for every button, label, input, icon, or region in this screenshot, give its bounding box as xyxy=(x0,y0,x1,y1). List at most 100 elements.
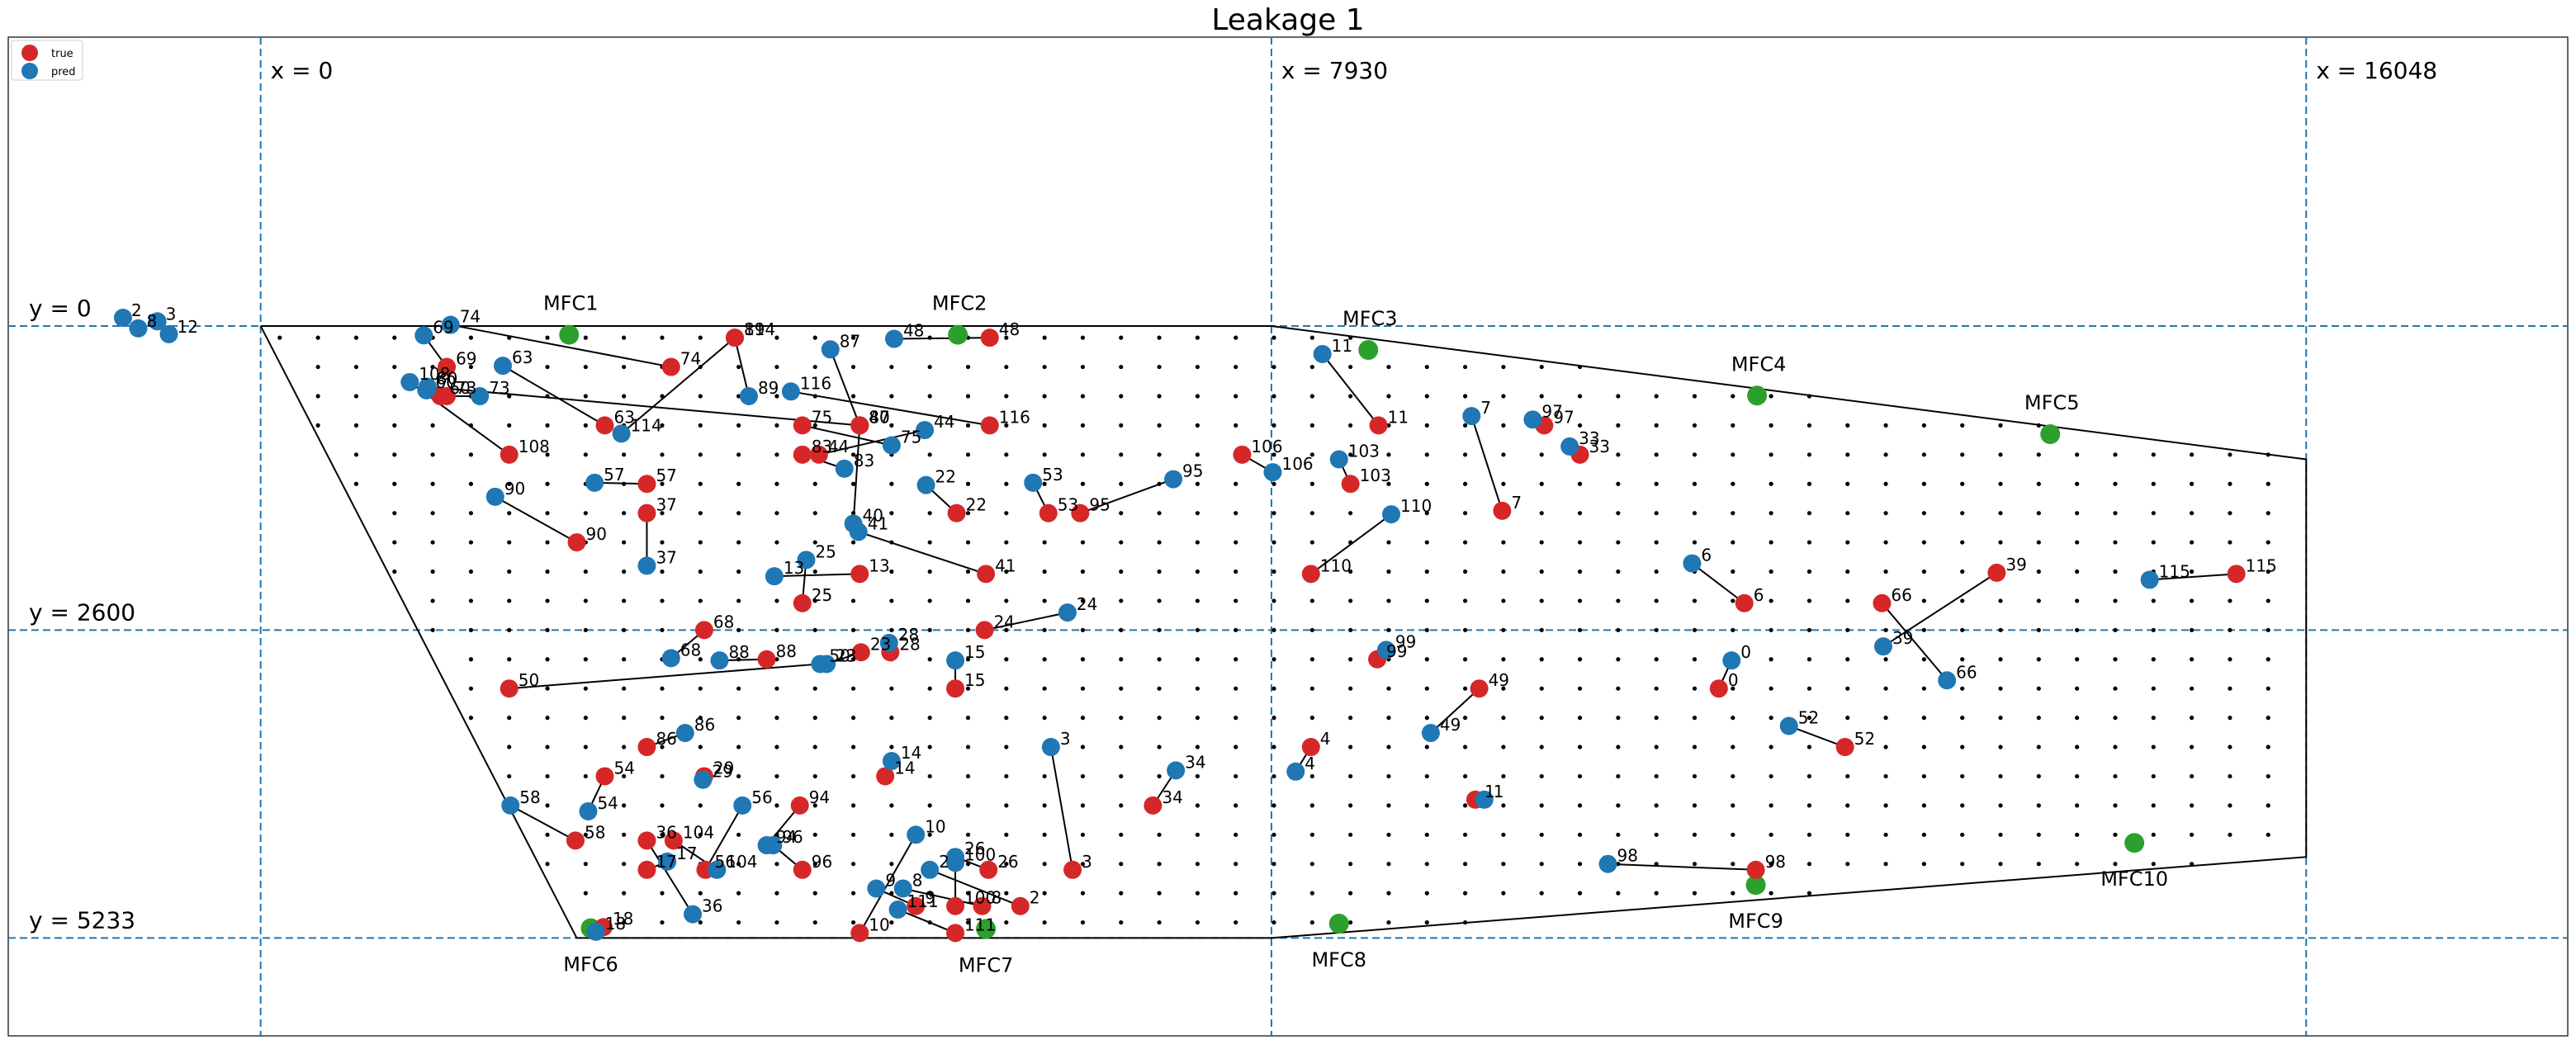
sensor-grid-dot xyxy=(2036,569,2041,574)
sensor-grid-dot xyxy=(1271,481,1276,486)
sensor-grid-dot xyxy=(660,452,665,457)
true-leak-id-label: 88 xyxy=(776,641,797,661)
pred-leak-id-label: 2 xyxy=(939,852,949,872)
sensor-grid-dot xyxy=(1309,803,1314,808)
pred-leak-id-label: 56 xyxy=(751,787,772,807)
sensor-grid-dot xyxy=(1386,862,1391,867)
sensor-grid-dot xyxy=(1119,657,1124,662)
pair-link-line xyxy=(818,429,926,456)
pair-link-line xyxy=(1788,725,1846,748)
sensor-grid-dot xyxy=(1807,745,1812,749)
sensor-grid-dot xyxy=(2075,481,2080,486)
pred-leak-marker xyxy=(2140,570,2159,589)
pred-leak-id-label: 2 xyxy=(131,300,142,320)
sensor-grid-dot xyxy=(1042,862,1047,867)
sensor-grid-dot xyxy=(1004,716,1009,721)
sensor-grid-dot xyxy=(1080,569,1086,574)
sensor-grid-dot xyxy=(1539,686,1544,691)
legend-pred-label: pred xyxy=(51,66,76,78)
sensor-grid-dot xyxy=(2036,452,2041,457)
pred-leak-id-label: 39 xyxy=(1892,628,1913,648)
sensor-grid-dot xyxy=(698,745,703,749)
sensor-grid-dot xyxy=(1731,773,1735,779)
sensor-grid-dot xyxy=(1807,891,1812,896)
sensor-grid-dot xyxy=(1654,803,1659,808)
sensor-grid-dot xyxy=(1271,745,1276,749)
sensor-grid-dot xyxy=(1080,803,1086,808)
sensor-grid-dot xyxy=(2228,540,2233,545)
true-leak-id-label: 40 xyxy=(869,407,889,427)
sensor-grid-dot xyxy=(1883,657,1888,662)
sensor-grid-dot xyxy=(1119,803,1124,808)
sensor-grid-dot xyxy=(1195,773,1200,779)
sensor-grid-dot xyxy=(1577,540,1583,545)
sensor-grid-dot xyxy=(1042,716,1047,721)
sensor-grid-dot xyxy=(507,481,512,486)
sensor-grid-dot xyxy=(736,919,741,925)
true-leak-id-label: 50 xyxy=(519,670,539,690)
sensor-grid-dot xyxy=(1348,803,1353,808)
true-leak-id-label: 94 xyxy=(809,787,830,807)
sensor-grid-dot xyxy=(1462,511,1468,516)
sensor-grid-dot xyxy=(1654,891,1659,896)
sensor-grid-dot xyxy=(1348,423,1353,428)
sensor-grid-dot xyxy=(1042,919,1047,925)
sensor-grid-dot xyxy=(1577,773,1583,779)
sensor-grid-dot xyxy=(1731,803,1735,808)
sensor-grid-dot xyxy=(1309,657,1314,662)
sensor-grid-dot xyxy=(2189,803,2195,808)
pred-leak-marker xyxy=(739,386,758,405)
pred-leak-marker xyxy=(1286,762,1305,781)
pred-leak-id-label: 94 xyxy=(776,827,797,847)
sensor-grid-dot xyxy=(774,540,779,545)
pred-leak-marker xyxy=(1475,790,1494,809)
true-leak-id-label: 33 xyxy=(1589,437,1610,456)
sensor-grid-dot xyxy=(1577,481,1583,486)
sensor-grid-dot xyxy=(736,569,741,574)
sensor-grid-dot xyxy=(1960,773,1965,779)
sensor-grid-dot xyxy=(1692,627,1698,632)
sensor-grid-dot xyxy=(1769,891,1773,896)
sensor-grid-dot xyxy=(2228,716,2233,721)
sensor-grid-dot xyxy=(1309,627,1314,632)
sensor-grid-dot xyxy=(1080,481,1086,486)
sensor-grid-dot xyxy=(1845,657,1850,662)
sensor-grid-dot xyxy=(1462,862,1468,867)
sensor-grid-dot xyxy=(1119,569,1124,574)
sensor-grid-dot xyxy=(1845,511,1850,516)
sensor-grid-dot xyxy=(1654,773,1659,779)
pred-leak-marker xyxy=(849,522,868,541)
sensor-grid-dot xyxy=(1654,394,1659,399)
sensor-grid-dot xyxy=(1539,569,1544,574)
sensor-grid-dot xyxy=(1654,657,1659,662)
mfc-label: MFC10 xyxy=(2100,867,2168,891)
sensor-grid-dot xyxy=(1883,481,1888,486)
sensor-grid-dot xyxy=(2266,803,2271,808)
sensor-grid-dot xyxy=(507,627,512,632)
sensor-grid-dot xyxy=(1462,540,1468,545)
sensor-grid-dot xyxy=(1424,481,1429,486)
mfc-marker xyxy=(2040,424,2061,445)
sensor-grid-dot xyxy=(1807,569,1812,574)
sensor-grid-dot xyxy=(774,745,779,749)
sensor-grid-dot xyxy=(1883,803,1888,808)
true-leak-marker xyxy=(661,357,680,376)
pred-leak-marker xyxy=(1263,463,1282,482)
sensor-grid-dot xyxy=(2113,511,2118,516)
sensor-grid-dot xyxy=(1004,803,1009,808)
sensor-grid-dot xyxy=(1157,862,1162,867)
sensor-grid-dot xyxy=(1042,803,1047,808)
pred-leak-id-label: 115 xyxy=(2159,561,2190,581)
sensor-grid-dot xyxy=(1845,540,1850,545)
sensor-grid-dot xyxy=(1501,832,1506,837)
true-leak-marker xyxy=(567,533,586,552)
sensor-grid-dot xyxy=(1998,745,2003,749)
true-leak-marker xyxy=(637,831,656,850)
sensor-grid-dot xyxy=(1807,423,1812,428)
sensor-grid-dot xyxy=(1921,569,1926,574)
true-leak-marker xyxy=(946,679,965,698)
sensor-grid-dot xyxy=(660,891,665,896)
sensor-grid-dot xyxy=(965,716,971,721)
sensor-grid-dot xyxy=(2113,803,2118,808)
sensor-grid-dot xyxy=(545,862,550,867)
